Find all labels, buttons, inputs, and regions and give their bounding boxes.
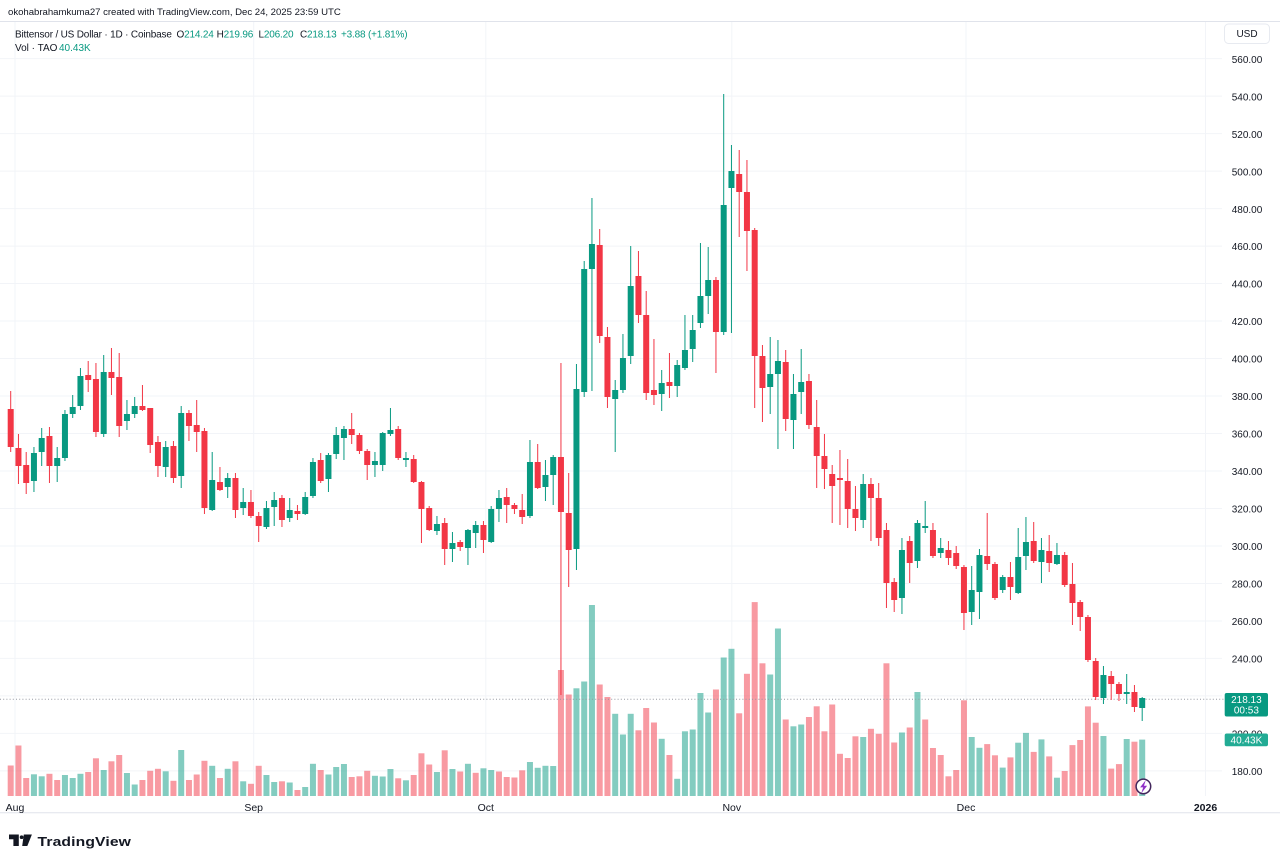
svg-text:540.00: 540.00 bbox=[1232, 92, 1263, 103]
svg-text:USD: USD bbox=[1236, 29, 1257, 40]
svg-text:340.00: 340.00 bbox=[1232, 467, 1263, 478]
svg-text:480.00: 480.00 bbox=[1232, 205, 1263, 216]
svg-text:Oct: Oct bbox=[478, 802, 494, 814]
svg-text:420.00: 420.00 bbox=[1232, 317, 1263, 328]
svg-text:520.00: 520.00 bbox=[1232, 130, 1263, 141]
svg-text:Vol · TAO: Vol · TAO bbox=[15, 43, 58, 54]
svg-text:180.00: 180.00 bbox=[1232, 767, 1263, 778]
svg-text:380.00: 380.00 bbox=[1232, 392, 1263, 403]
svg-text:360.00: 360.00 bbox=[1232, 430, 1263, 441]
svg-text:400.00: 400.00 bbox=[1232, 355, 1263, 366]
svg-text:560.00: 560.00 bbox=[1232, 55, 1263, 66]
svg-text:okohabrahamkuma27 created with: okohabrahamkuma27 created with TradingVi… bbox=[8, 7, 341, 18]
svg-text:218.13: 218.13 bbox=[1231, 695, 1262, 706]
svg-text:Sep: Sep bbox=[244, 802, 263, 814]
svg-text:460.00: 460.00 bbox=[1232, 242, 1263, 253]
svg-text:40.43K: 40.43K bbox=[1231, 735, 1263, 746]
svg-text:Aug: Aug bbox=[6, 802, 25, 814]
svg-text:00:53: 00:53 bbox=[1234, 705, 1259, 716]
svg-text:Nov: Nov bbox=[722, 802, 741, 814]
svg-text:Bittensor / US Dollar · 1D · C: Bittensor / US Dollar · 1D · Coinbase O21… bbox=[15, 29, 407, 40]
svg-text:300.00: 300.00 bbox=[1232, 542, 1263, 553]
svg-text:440.00: 440.00 bbox=[1232, 280, 1263, 291]
svg-text:260.00: 260.00 bbox=[1232, 617, 1263, 628]
svg-text:320.00: 320.00 bbox=[1232, 505, 1263, 516]
svg-text:240.00: 240.00 bbox=[1232, 655, 1263, 666]
svg-text:2026: 2026 bbox=[1194, 802, 1218, 814]
svg-text:40.43K: 40.43K bbox=[59, 43, 91, 54]
svg-text:280.00: 280.00 bbox=[1232, 580, 1263, 591]
svg-text:500.00: 500.00 bbox=[1232, 167, 1263, 178]
svg-text:Dec: Dec bbox=[957, 802, 976, 814]
svg-text:TradingView: TradingView bbox=[38, 835, 132, 850]
